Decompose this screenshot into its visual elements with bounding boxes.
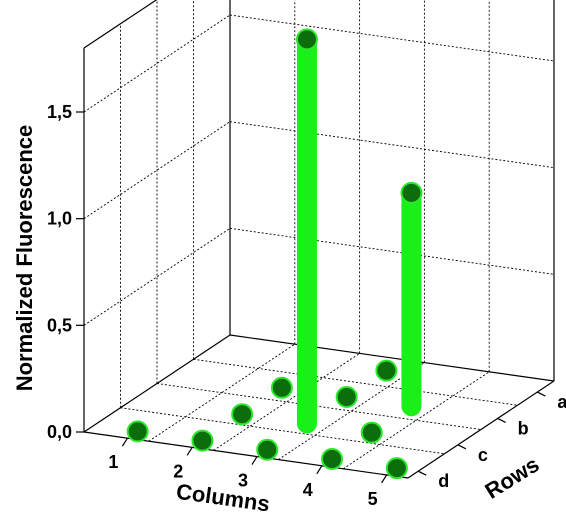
grid-line <box>278 362 425 460</box>
y-axis-line <box>407 380 555 479</box>
data-point-marker <box>375 359 398 382</box>
left-top-edge <box>83 0 158 49</box>
grid-line <box>83 14 231 113</box>
grid-line <box>120 407 445 455</box>
x-tick-label: 5 <box>368 489 378 509</box>
x-tick <box>381 474 388 484</box>
x-tick <box>251 456 258 465</box>
floor-back-edge <box>229 334 555 382</box>
data-point-marker <box>360 421 383 444</box>
x-axis-title: Columns <box>175 479 272 517</box>
y-tick-label: a <box>557 392 566 412</box>
x-tick-label: 2 <box>173 461 183 481</box>
grid-line <box>83 121 231 220</box>
z-tick-label: 1,5 <box>47 102 72 122</box>
grid-line <box>83 227 231 326</box>
grid-line <box>156 383 482 430</box>
data-point-marker <box>191 429 214 452</box>
grid-line <box>213 353 360 451</box>
x-tick-label: 1 <box>108 452 118 472</box>
data-point-marker <box>385 457 408 480</box>
data-point-marker <box>270 376 293 399</box>
y-tick <box>417 470 427 476</box>
grid-line <box>193 358 518 406</box>
x-tick-label: 4 <box>303 480 313 500</box>
x-tick <box>121 437 128 447</box>
data-point-marker <box>256 438 279 461</box>
x-tick-label: 3 <box>238 471 248 491</box>
data-point-marker <box>231 403 254 426</box>
y-tick-label: c <box>478 445 488 465</box>
data-point-marker <box>126 420 149 443</box>
label-layer: 0,0 0,5 1,0 1,5 1 2 3 4 5 a b c d Normalized Fluoresc… <box>12 102 566 517</box>
grid-layer <box>83 0 555 470</box>
floor-left-edge <box>83 334 231 433</box>
x-tick <box>316 465 323 475</box>
grid-line <box>148 343 296 442</box>
x-tick <box>186 447 193 456</box>
data-layer <box>126 28 423 480</box>
data-point-marker <box>321 447 344 470</box>
z-axis-title: Normalized Fluorescence <box>12 125 37 392</box>
y-tick <box>497 417 506 423</box>
z-tick-label: 0,5 <box>47 315 72 335</box>
y-tick-label: b <box>518 418 529 438</box>
grid-line <box>229 14 555 62</box>
z-tick-label: 1,0 <box>47 209 72 229</box>
data-point-marker <box>335 386 358 409</box>
grid-line <box>229 121 555 169</box>
grid-line <box>229 227 555 275</box>
data-point-marker <box>400 181 423 204</box>
y-axis-title: Rows <box>481 451 544 503</box>
data-point-marker <box>295 28 318 51</box>
y-tick <box>457 444 467 450</box>
y-tick-label: d <box>438 471 449 491</box>
z-tick-label: 0,0 <box>47 422 72 442</box>
grid-line <box>342 371 490 470</box>
y-tick <box>537 391 546 397</box>
